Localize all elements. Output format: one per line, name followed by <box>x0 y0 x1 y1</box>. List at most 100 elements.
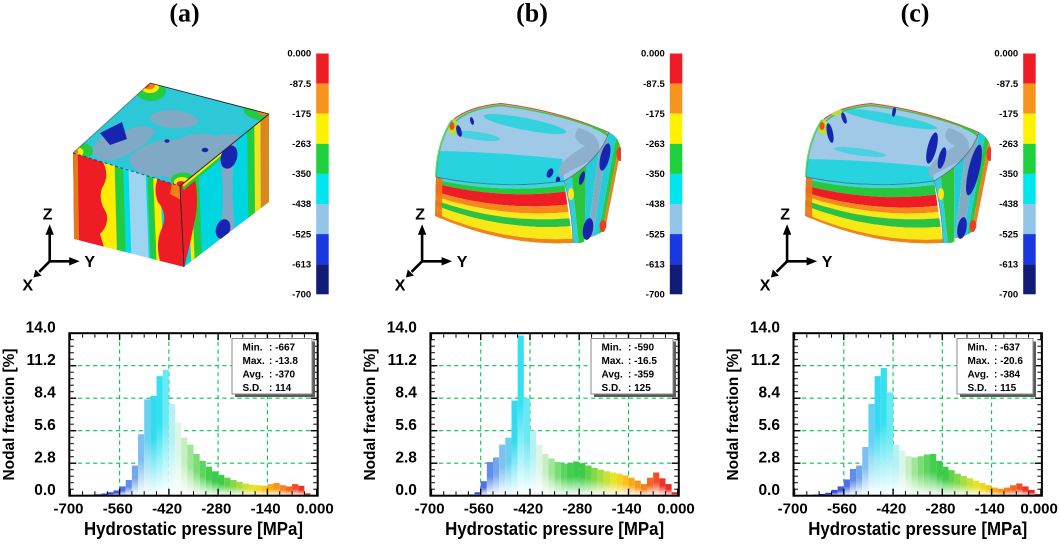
svg-text:14.0: 14.0 <box>26 320 56 337</box>
svg-text:11.2: 11.2 <box>26 352 55 369</box>
svg-text:-700: -700 <box>415 501 445 518</box>
svg-text:-350: -350 <box>646 169 665 180</box>
svg-text:S.D.: S.D. <box>243 383 263 394</box>
svg-text:8.4: 8.4 <box>34 385 56 402</box>
svg-text:0.000: 0.000 <box>296 501 334 518</box>
svg-text:Hydrostatic pressure [MPa]: Hydrostatic pressure [MPa] <box>84 518 303 539</box>
svg-text:S.D.: S.D. <box>602 383 622 394</box>
svg-text:5.6: 5.6 <box>34 417 56 434</box>
svg-text:-613: -613 <box>646 259 665 270</box>
svg-text:Hydrostatic pressure [MPa]: Hydrostatic pressure [MPa] <box>445 518 664 539</box>
svg-text:: -384: : -384 <box>994 370 1021 381</box>
svg-text:-560: -560 <box>464 501 494 518</box>
svg-text:-525: -525 <box>646 229 666 240</box>
svg-text:: -20.6: : -20.6 <box>994 356 1023 367</box>
svg-text:: -16.5: : -16.5 <box>628 356 657 367</box>
svg-text:Max.: Max. <box>243 356 265 367</box>
svg-text:-175: -175 <box>292 109 312 120</box>
svg-text:0.0: 0.0 <box>395 482 417 499</box>
svg-text:0.000: 0.000 <box>1020 501 1058 518</box>
svg-text:-700: -700 <box>778 501 808 518</box>
svg-text:-263: -263 <box>999 139 1018 150</box>
svg-text:0.000: 0.000 <box>994 49 1018 60</box>
svg-text:11.2: 11.2 <box>388 352 417 369</box>
svg-text:Y: Y <box>84 254 95 271</box>
svg-text:: -667: : -667 <box>269 343 296 354</box>
svg-text:-700: -700 <box>999 290 1018 301</box>
svg-text:Nodal fraction [%]: Nodal fraction [%] <box>362 349 379 481</box>
svg-text:5.6: 5.6 <box>395 417 417 434</box>
svg-text:-700: -700 <box>53 501 83 518</box>
svg-text:0.0: 0.0 <box>34 482 56 499</box>
svg-text:Hydrostatic pressure [MPa]: Hydrostatic pressure [MPa] <box>808 518 1027 539</box>
svg-text:Avg.: Avg. <box>602 370 624 381</box>
svg-text:11.2: 11.2 <box>751 352 780 369</box>
svg-text:-420: -420 <box>513 501 543 518</box>
svg-text:S.D.: S.D. <box>968 383 988 394</box>
svg-text:: 114: : 114 <box>269 383 292 394</box>
svg-text:Min.: Min. <box>243 343 263 354</box>
svg-text:(a): (a) <box>169 0 199 28</box>
svg-text:0.0: 0.0 <box>758 482 780 499</box>
svg-text:-438: -438 <box>999 199 1018 210</box>
svg-text:(c): (c) <box>901 0 930 28</box>
svg-text:Y: Y <box>822 254 833 271</box>
svg-text:(b): (b) <box>516 0 548 28</box>
svg-text:Nodal fraction [%]: Nodal fraction [%] <box>725 349 742 481</box>
svg-text:: 125: : 125 <box>628 383 651 394</box>
svg-text:0.000: 0.000 <box>657 501 695 518</box>
svg-text:: -370: : -370 <box>269 370 296 381</box>
svg-text:5.6: 5.6 <box>758 417 780 434</box>
svg-text:-700: -700 <box>646 290 665 301</box>
svg-text:-87.5: -87.5 <box>290 79 312 90</box>
svg-text:-420: -420 <box>876 501 906 518</box>
svg-text:-175: -175 <box>999 109 1019 120</box>
svg-text:14.0: 14.0 <box>387 320 417 337</box>
svg-text:Y: Y <box>457 254 468 271</box>
svg-text:8.4: 8.4 <box>395 385 417 402</box>
svg-text:14.0: 14.0 <box>750 320 780 337</box>
svg-text:-350: -350 <box>999 169 1018 180</box>
svg-text:-438: -438 <box>292 199 311 210</box>
svg-text:-525: -525 <box>292 229 312 240</box>
svg-text:Z: Z <box>415 206 425 223</box>
svg-text:: -359: : -359 <box>628 370 655 381</box>
svg-text:Min.: Min. <box>602 343 622 354</box>
svg-text:-263: -263 <box>292 139 311 150</box>
svg-text:-350: -350 <box>292 169 311 180</box>
svg-text:Avg.: Avg. <box>968 370 990 381</box>
svg-text:Max.: Max. <box>602 356 624 367</box>
svg-text:-280: -280 <box>562 501 592 518</box>
svg-text:2.8: 2.8 <box>395 450 417 467</box>
svg-text:X: X <box>760 277 771 294</box>
svg-text:-280: -280 <box>201 501 231 518</box>
svg-text:X: X <box>395 277 406 294</box>
svg-text:-140: -140 <box>612 501 642 518</box>
svg-text:0.000: 0.000 <box>287 49 311 60</box>
svg-text:Avg.: Avg. <box>243 370 265 381</box>
svg-text:-140: -140 <box>251 501 281 518</box>
svg-text:-140: -140 <box>975 501 1005 518</box>
svg-text:-87.5: -87.5 <box>643 79 665 90</box>
svg-text:: -13.8: : -13.8 <box>269 356 298 367</box>
svg-text:-700: -700 <box>292 290 311 301</box>
svg-text:Nodal fraction [%]: Nodal fraction [%] <box>1 349 18 481</box>
svg-text:: 115: : 115 <box>994 383 1017 394</box>
svg-text:-560: -560 <box>103 501 133 518</box>
svg-text:-525: -525 <box>999 229 1019 240</box>
svg-text:2.8: 2.8 <box>34 450 56 467</box>
svg-text:-87.5: -87.5 <box>997 79 1019 90</box>
svg-text:8.4: 8.4 <box>758 385 780 402</box>
svg-text:Max.: Max. <box>968 356 990 367</box>
svg-text:-280: -280 <box>925 501 955 518</box>
svg-text:Z: Z <box>43 206 53 223</box>
svg-text:-613: -613 <box>292 259 311 270</box>
svg-text:-438: -438 <box>646 199 665 210</box>
svg-text:-420: -420 <box>152 501 182 518</box>
svg-text:: -637: : -637 <box>994 343 1021 354</box>
svg-text:-263: -263 <box>646 139 665 150</box>
svg-text:-560: -560 <box>827 501 857 518</box>
svg-text:-175: -175 <box>646 109 666 120</box>
svg-text:: -590: : -590 <box>628 343 655 354</box>
svg-text:-613: -613 <box>999 259 1018 270</box>
